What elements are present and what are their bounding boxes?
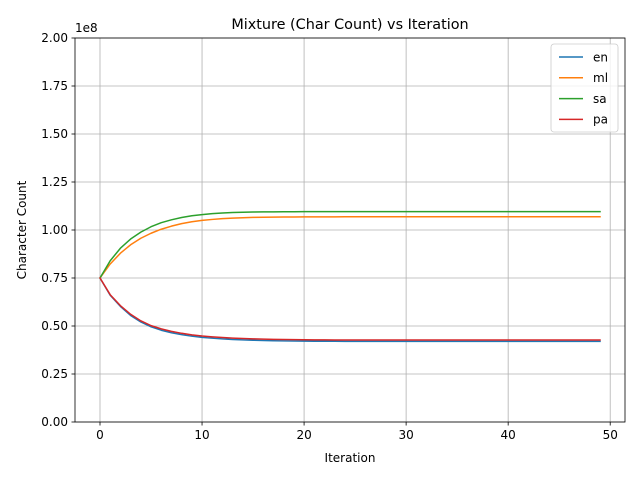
x-tick-label: 0 xyxy=(96,428,104,442)
x-tick-label: 10 xyxy=(194,428,209,442)
chart-title: Mixture (Char Count) vs Iteration xyxy=(231,17,468,33)
series-line-ml xyxy=(98,216,601,280)
series-lines xyxy=(98,210,601,343)
x-tick-label: 30 xyxy=(398,428,413,442)
y-tick-label: 2.00 xyxy=(41,31,68,45)
legend: en ml sa pa xyxy=(550,43,619,133)
y-axis-label: Character Count xyxy=(15,180,29,279)
y-tick-label: 1.75 xyxy=(41,79,68,93)
y-tick-label: 0.00 xyxy=(41,415,68,429)
y-tick-label: 1.25 xyxy=(41,175,68,189)
x-axis-ticks: 0 10 20 30 40 50 xyxy=(96,422,618,442)
y-tick-label: 0.75 xyxy=(41,271,68,285)
x-tick-label: 40 xyxy=(501,428,516,442)
y-axis-offset-label: 1e8 xyxy=(75,21,98,35)
series-line-pa xyxy=(98,276,601,341)
x-axis-label: Iteration xyxy=(325,451,376,465)
legend-label-en: en xyxy=(593,50,608,64)
y-axis-ticks: 0.00 0.25 0.50 0.75 1.00 1.25 1.50 1.75 2.00 xyxy=(41,31,75,429)
y-tick-label: 1.00 xyxy=(41,223,68,237)
series-line-sa xyxy=(98,210,601,280)
y-tick-label: 0.50 xyxy=(41,319,68,333)
y-tick-label: 0.25 xyxy=(41,367,68,381)
legend-box xyxy=(550,43,619,133)
y-tick-label: 1.50 xyxy=(41,127,68,141)
legend-label-pa: pa xyxy=(593,113,608,127)
series-line-en xyxy=(98,276,601,343)
legend-label-ml: ml xyxy=(593,71,608,85)
x-tick-label: 20 xyxy=(296,428,311,442)
legend-label-sa: sa xyxy=(593,92,607,106)
x-tick-label: 50 xyxy=(603,428,618,442)
